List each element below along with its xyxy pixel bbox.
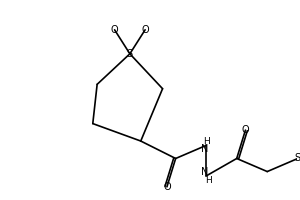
Text: H: H [205,176,211,185]
Text: O: O [141,25,149,35]
Text: O: O [242,125,249,135]
Text: S: S [127,49,133,59]
Text: N: N [200,167,208,177]
Text: N: N [200,144,208,154]
Text: O: O [111,25,119,35]
Text: O: O [163,182,171,192]
Text: S: S [295,153,300,163]
Text: H: H [203,137,210,146]
